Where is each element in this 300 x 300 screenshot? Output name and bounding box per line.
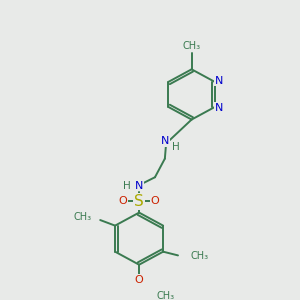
Text: CH₃: CH₃	[182, 41, 201, 51]
Text: H: H	[123, 181, 131, 190]
Text: N: N	[214, 76, 223, 86]
Text: CH₃: CH₃	[157, 291, 175, 300]
Text: O: O	[151, 196, 159, 206]
Text: S: S	[134, 194, 144, 209]
Text: CH₃: CH₃	[73, 212, 91, 222]
Text: N: N	[135, 181, 143, 190]
Text: N: N	[214, 103, 223, 113]
Text: CH₃: CH₃	[191, 251, 209, 261]
Text: H: H	[172, 142, 180, 152]
Text: O: O	[135, 274, 143, 285]
Text: N: N	[161, 136, 169, 146]
Text: O: O	[119, 196, 128, 206]
